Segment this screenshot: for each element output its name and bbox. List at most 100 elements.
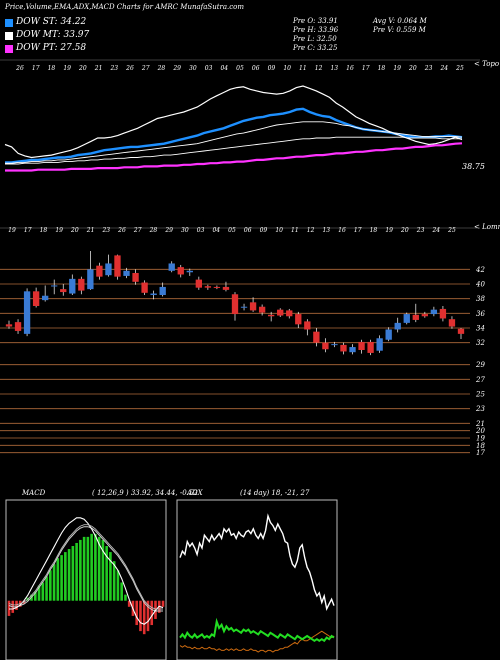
ema-top-label-9: 28 bbox=[157, 65, 166, 72]
ema-top-label-24: 19 bbox=[393, 65, 401, 72]
adx-params: (14 day) 18, -21, 27 bbox=[240, 489, 310, 497]
candle-body-13 bbox=[123, 270, 130, 276]
ema-series-2 bbox=[4, 85, 463, 159]
candle-body-4 bbox=[41, 295, 49, 301]
macd-hist-bar-0 bbox=[7, 600, 11, 616]
macd-hist-bar-10 bbox=[45, 576, 48, 601]
adx-panel bbox=[176, 499, 338, 660]
adx-orange-line bbox=[179, 630, 335, 653]
price-top-label-24: 19 bbox=[385, 227, 393, 234]
price-top-label-11: 30 bbox=[181, 227, 189, 234]
macd-hist-bar-29 bbox=[116, 570, 120, 601]
price-top-label-1: 17 bbox=[24, 227, 32, 234]
macd-frame bbox=[5, 499, 167, 660]
ema-corner-label: < Topo bbox=[474, 60, 500, 68]
candle-body-20 bbox=[186, 270, 193, 273]
macd-hist-bar-24 bbox=[97, 536, 101, 601]
price-top-label-6: 23 bbox=[101, 227, 110, 234]
chart-title: Price,Volume,EMA,ADX,MACD Charts for AMR… bbox=[5, 3, 245, 11]
candle-body-39 bbox=[358, 341, 365, 350]
macd-hist-bar-23 bbox=[94, 533, 97, 601]
candle-body-37 bbox=[340, 344, 347, 352]
price-top-label-9: 28 bbox=[149, 227, 158, 234]
macd-hist-bar-26 bbox=[105, 546, 108, 601]
ema-top-label-18: 11 bbox=[299, 65, 307, 72]
macd-hist-bar-27 bbox=[109, 552, 112, 601]
ema-top-label-19: 12 bbox=[315, 65, 323, 72]
ema-top-label-22: 17 bbox=[362, 65, 370, 72]
ema-top-label-25: 20 bbox=[408, 65, 417, 72]
price-corner-label: < Lomn bbox=[474, 223, 500, 231]
macd-hist-bar-7 bbox=[33, 591, 37, 601]
ema-top-label-14: 05 bbox=[236, 65, 244, 72]
macd-hist-bar-34 bbox=[135, 600, 139, 626]
ema-top-label-11: 30 bbox=[189, 65, 197, 72]
candle-body-28 bbox=[258, 306, 266, 313]
price-level-label-4: 34 bbox=[476, 325, 485, 333]
price-top-label-4: 20 bbox=[70, 227, 79, 234]
macd-line bbox=[9, 517, 164, 625]
macd-signal-line-shadow bbox=[8, 526, 163, 612]
price-level-label-11: 20 bbox=[475, 427, 485, 435]
ema-top-label-1: 17 bbox=[32, 65, 40, 72]
price-top-label-5: 21 bbox=[86, 227, 95, 234]
macd-label: MACD bbox=[22, 489, 46, 497]
candle-body-0 bbox=[5, 324, 13, 327]
ema-series-3 bbox=[5, 136, 462, 165]
price-top-label-25: 20 bbox=[400, 227, 409, 234]
price-level-label-0: 42 bbox=[475, 266, 485, 274]
ema-top-label-3: 19 bbox=[63, 65, 71, 72]
price-level-label-13: 18 bbox=[476, 442, 485, 450]
candle-body-8 bbox=[78, 278, 85, 291]
ema-top-label-20: 13 bbox=[330, 65, 338, 72]
candle-body-49 bbox=[448, 319, 456, 327]
ema-top-label-2: 18 bbox=[48, 65, 56, 72]
macd-hist-bar-25 bbox=[101, 539, 105, 601]
candle-body-16 bbox=[150, 293, 157, 295]
price-top-label-17: 10 bbox=[275, 227, 283, 234]
stat-pre-low: Pre L: 32.50 bbox=[293, 35, 337, 43]
candle-body-46 bbox=[421, 314, 429, 317]
macd-hist-bar-22 bbox=[90, 533, 93, 601]
legend-swatch-st bbox=[5, 19, 13, 27]
macd-hist-bar-8 bbox=[37, 585, 41, 601]
candle-body-44 bbox=[403, 314, 410, 323]
macd-hist-bar-30 bbox=[120, 582, 123, 601]
candle-body-41 bbox=[376, 338, 383, 351]
macd-hist-bar-15 bbox=[64, 552, 67, 601]
candle-body-3 bbox=[32, 291, 40, 306]
price-panel: 19 17 18 19 20 21 23 26 27 28 29 30 03 04 05 06 09 10 11 12… bbox=[0, 227, 485, 457]
stat-pre-high: Pre H: 33.96 bbox=[293, 26, 339, 34]
candle-body-36 bbox=[331, 344, 338, 346]
macd-hist-bar-41 bbox=[161, 600, 165, 607]
candle-body-25 bbox=[231, 294, 239, 315]
candle-body-19 bbox=[177, 267, 184, 275]
candle-body-27 bbox=[249, 302, 257, 311]
stat-avg-volume: Avg V: 0.064 M bbox=[373, 17, 427, 25]
candle-body-1 bbox=[14, 322, 22, 331]
candle-body-22 bbox=[204, 286, 212, 288]
candle-body-12 bbox=[114, 255, 121, 277]
price-top-label-21: 16 bbox=[338, 227, 346, 234]
ema-top-label-6: 23 bbox=[109, 65, 118, 72]
ema-top-label-5: 21 bbox=[94, 65, 103, 72]
macd-hist-bar-31 bbox=[124, 594, 127, 601]
candle-body-42 bbox=[385, 329, 392, 340]
ema-top-label-8: 27 bbox=[141, 65, 150, 72]
price-level-label-7: 27 bbox=[475, 376, 485, 384]
macd-hist-bar-28 bbox=[112, 561, 116, 601]
price-top-label-14: 05 bbox=[228, 227, 236, 234]
macd-hist-bar-14 bbox=[60, 555, 63, 601]
ema-top-label-28: 25 bbox=[455, 65, 464, 72]
candle-body-10 bbox=[96, 265, 103, 277]
price-top-label-22: 17 bbox=[354, 227, 362, 234]
legend-swatch-mt bbox=[5, 32, 13, 40]
ema-top-label-27: 24 bbox=[439, 65, 448, 72]
ema-top-label-10: 29 bbox=[172, 65, 181, 72]
macd-params: ( 12,26,9 ) 33.92, 34.44, -0.52 bbox=[92, 489, 198, 497]
candle-body-43 bbox=[394, 322, 401, 330]
ema-top-label-16: 09 bbox=[268, 65, 276, 72]
candle-body-15 bbox=[141, 282, 148, 293]
legend-swatch-pt bbox=[5, 45, 13, 53]
candle-body-14 bbox=[132, 273, 139, 282]
